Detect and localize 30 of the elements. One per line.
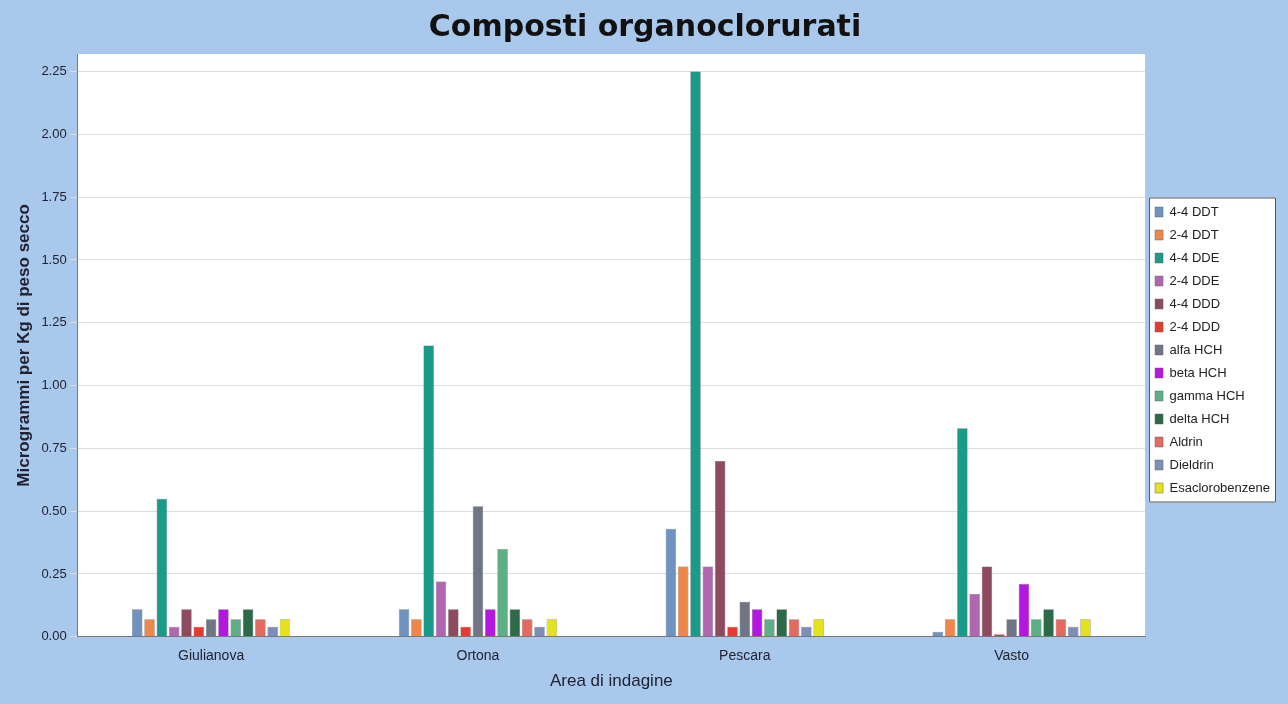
x-tick-label: Pescara xyxy=(719,647,771,664)
y-tick-label: 0.25 xyxy=(41,565,67,581)
legend-label: Dieldrin xyxy=(1169,456,1214,472)
y-tick-label: 1.25 xyxy=(41,314,67,330)
y-axis-title: Microgrammi per Kg di peso secco xyxy=(13,204,33,487)
y-tick-label: 2.00 xyxy=(41,125,67,141)
legend-label: Esaclorobenzene xyxy=(1169,479,1271,495)
legend-label: 2-4 DDD xyxy=(1169,318,1221,334)
y-tick-label: 0.50 xyxy=(41,502,67,518)
y-tick-label: 1.00 xyxy=(41,377,67,393)
x-tick-label: Ortona xyxy=(456,647,500,664)
x-tick-label: Giulianova xyxy=(178,647,245,664)
legend-label: Aldrin xyxy=(1169,433,1203,449)
y-tick-label: 2.25 xyxy=(41,63,67,79)
chart-title: Composti organoclorurati xyxy=(428,7,862,43)
legend-label: 4-4 DDE xyxy=(1169,249,1220,265)
legend-label: 2-4 DDT xyxy=(1169,226,1219,242)
legend-label: delta HCH xyxy=(1169,410,1230,426)
legend-label: 4-4 DDT xyxy=(1169,203,1219,219)
legend-label: alfa HCH xyxy=(1169,341,1223,357)
legend-label: 2-4 DDE xyxy=(1169,272,1220,288)
legend-label: 4-4 DDD xyxy=(1169,295,1221,311)
legend-label: gamma HCH xyxy=(1169,387,1245,403)
y-tick-label: 1.50 xyxy=(41,251,67,267)
x-axis-title: Area di indagine xyxy=(549,671,673,691)
y-tick-label: 0.00 xyxy=(41,628,67,644)
y-tick-label: 0.75 xyxy=(41,439,67,455)
y-tick-label: 1.75 xyxy=(41,188,67,204)
legend-label: beta HCH xyxy=(1169,364,1227,380)
x-tick-label: Vasto xyxy=(994,647,1030,664)
